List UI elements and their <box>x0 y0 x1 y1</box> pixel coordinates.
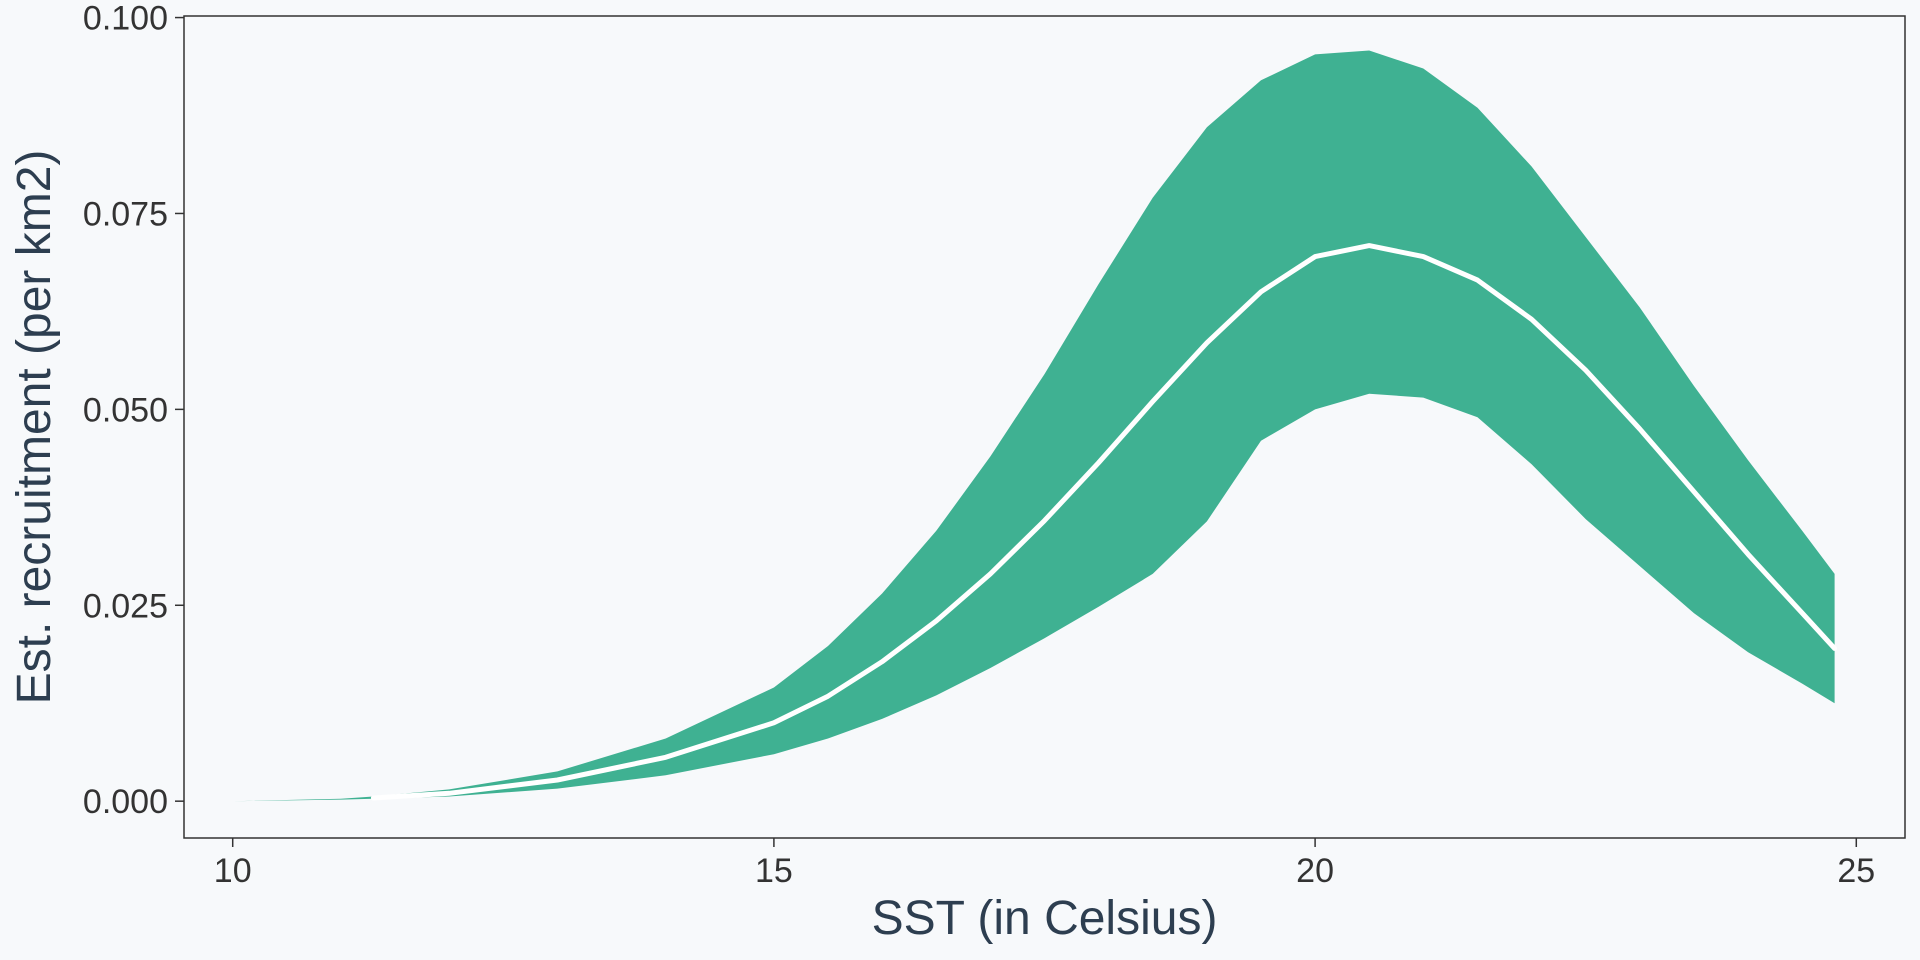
x-axis: 10 15 20 25 <box>214 838 1875 890</box>
y-tick-label: 0.075 <box>83 195 168 233</box>
x-axis-title: SST (in Celsius) <box>872 892 1218 945</box>
y-axis: 0.000 0.025 0.050 0.075 0.100 <box>83 0 184 821</box>
x-tick-label: 25 <box>1837 852 1875 890</box>
plot-area <box>183 15 1906 839</box>
y-tick-label: 0.025 <box>83 587 168 625</box>
plot-frame <box>183 15 1906 839</box>
y-tick-label: 0.100 <box>83 0 168 38</box>
x-tick-label: 15 <box>755 852 793 890</box>
confidence-ribbon <box>232 50 1835 802</box>
y-tick-label: 0.050 <box>83 391 168 429</box>
estimate-line <box>370 243 1838 801</box>
y-tick-label: 0.000 <box>83 783 168 821</box>
x-tick-label: 20 <box>1296 852 1334 890</box>
x-tick-label: 10 <box>214 852 252 890</box>
y-axis-title: Est. recruitment (per km2) <box>8 150 61 705</box>
